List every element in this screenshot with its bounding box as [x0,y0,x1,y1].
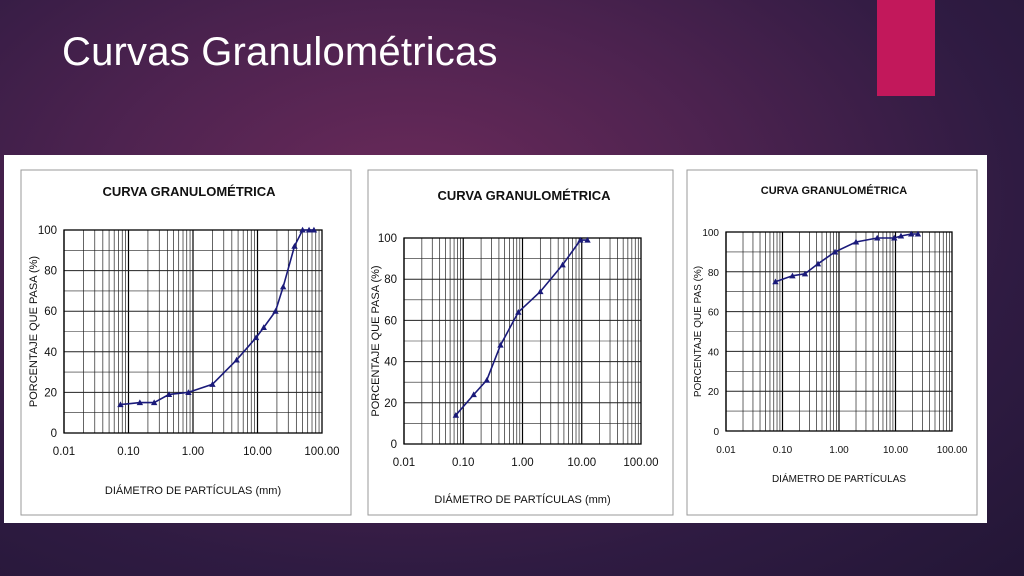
x-tick-label: 0.10 [452,457,474,469]
y-tick-label: 100 [378,233,397,245]
chart-title: CURVA GRANULOMÉTRICA [761,184,908,197]
data-point-marker [483,376,491,383]
x-axis-label: DIÁMETRO DE PARTÍCULAS (mm) [434,493,610,506]
x-tick-label: 10.00 [883,445,908,456]
x-axis-label: DIÁMETRO DE PARTÍCULAS [772,472,906,485]
data-point-marker [831,248,839,255]
x-tick-label: 100.00 [304,446,339,458]
data-point-marker [165,391,173,397]
chart-title: CURVA GRANULOMÉTRICA [437,188,611,203]
data-point-marker [897,232,905,239]
charts-canvas: 0 20 40 60 80 100 0.01 0.10 1.00 10.00 100.00 CURVA… [20,169,978,516]
x-tick-label: 0.01 [53,446,75,458]
data-point-marker [577,236,584,243]
y-tick-label: 60 [44,306,57,318]
data-point-marker [272,308,279,314]
data-point-marker [150,399,158,406]
y-tick-label: 100 [702,228,719,239]
y-tick-label: 80 [708,268,720,279]
data-point-marker [117,401,124,408]
chart-title: CURVA GRANULOMÉTRICA [102,184,276,199]
chart-frame [686,169,978,516]
x-tick-label: 1.00 [829,445,849,456]
x-tick-label: 10.00 [567,457,596,469]
x-tick-label: 1.00 [511,457,533,469]
accent-bar [877,0,935,96]
data-point-marker [209,381,216,387]
data-point-marker [279,283,287,290]
x-tick-label: 0.10 [117,446,139,458]
plot-border [403,237,642,445]
data-point-marker [814,260,822,267]
chart-2: 0 20 40 60 80 100 0.01 0.10 1.00 10.00 100.00 CURVA… [367,169,674,516]
data-point-marker [874,234,881,241]
figure-panel: 0 20 40 60 80 100 0.01 0.10 1.00 10.00 100.00 CURVA… [4,155,987,523]
slide-title: Curvas Granulométricas [62,30,498,74]
data-point-marker [497,341,504,348]
data-point-marker [310,226,318,233]
data-point-marker [891,234,898,241]
y-tick-label: 80 [44,266,57,278]
x-tick-label: 100.00 [623,457,658,469]
plot-border [63,229,323,434]
x-tick-label: 0.01 [716,445,736,456]
chart-frame [367,169,674,516]
y-axis-label: PORCENTAJE QUE PAS (%) [693,266,704,397]
y-tick-label: 40 [708,347,720,358]
x-tick-label: 1.00 [182,446,204,458]
y-tick-label: 40 [44,347,57,359]
x-tick-label: 0.10 [773,445,793,456]
y-tick-label: 60 [384,315,397,327]
data-point-marker [470,391,477,398]
data-point-marker [914,230,922,237]
y-axis-label: PORCENTAJE QUE PASA (%) [370,265,382,416]
y-tick-label: 20 [44,387,57,399]
y-axis-label: PORCENTAJE QUE PASA (%) [28,256,40,407]
data-point-marker [291,243,298,249]
chart-frame [20,169,352,516]
data-point-marker [852,238,860,245]
data-point-marker [185,389,192,395]
data-point-marker [772,278,779,285]
x-axis-label: DIÁMETRO DE PARTÍCULAS (mm) [105,484,281,497]
y-tick-label: 20 [708,387,720,398]
data-point-marker [233,356,240,363]
x-tick-label: 100.00 [937,445,968,456]
y-tick-label: 0 [713,427,719,438]
data-point-marker [801,270,809,277]
data-point-marker [299,226,306,233]
data-point-marker [260,324,267,330]
data-point-marker [452,411,460,418]
data-point-marker [537,288,544,295]
data-point-marker [305,226,313,233]
chart-3: 0 20 40 60 80 100 0.01 0.10 1.00 10.00 100.00 CURVA… [686,169,978,516]
y-tick-label: 0 [51,428,57,440]
x-tick-label: 0.01 [393,457,415,469]
data-point-marker [908,230,915,237]
data-point-marker [559,261,566,268]
data-point-marker [789,272,796,279]
data-point-marker [252,334,260,341]
y-tick-label: 100 [38,225,57,237]
data-point-marker [136,399,144,406]
y-tick-label: 60 [708,308,720,319]
x-tick-label: 10.00 [243,446,272,458]
plot-border [725,231,953,432]
data-point-marker [515,308,522,315]
y-tick-label: 80 [384,274,397,286]
chart-1: 0 20 40 60 80 100 0.01 0.10 1.00 10.00 100.00 CURVA… [20,169,352,516]
y-tick-label: 40 [384,357,397,369]
y-tick-label: 20 [384,398,397,410]
data-point-marker [584,236,591,243]
y-tick-label: 0 [391,439,397,451]
